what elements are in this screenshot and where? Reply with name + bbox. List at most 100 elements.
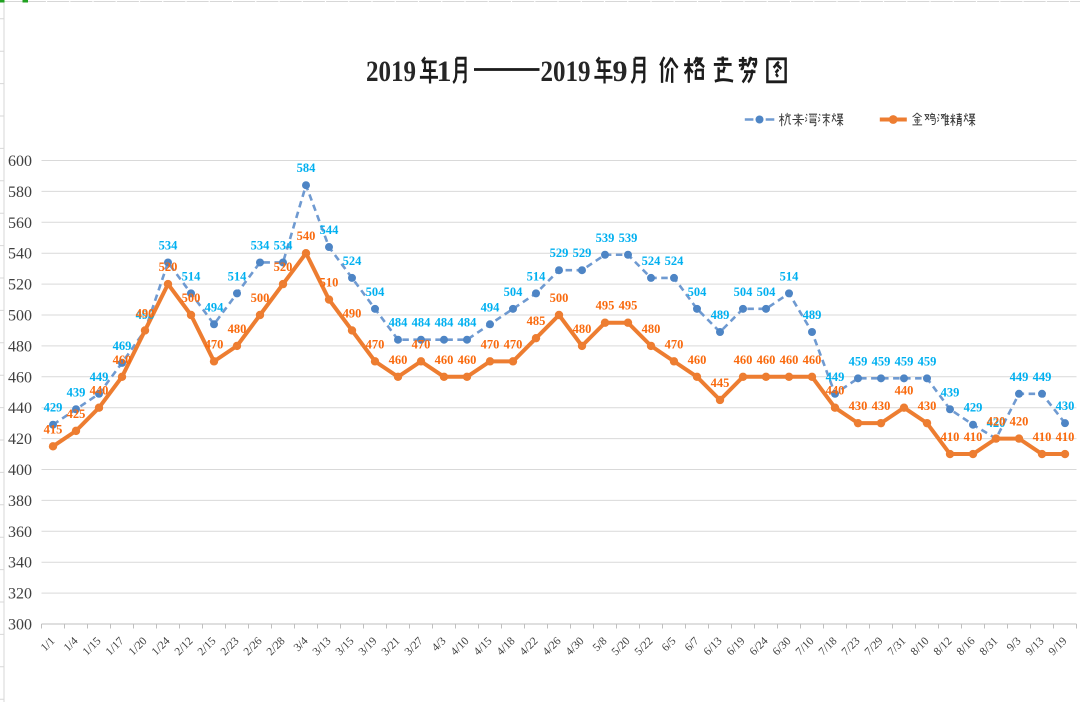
svg-text:500: 500 xyxy=(182,291,201,305)
svg-text:504: 504 xyxy=(366,285,386,299)
svg-text:459: 459 xyxy=(895,354,914,368)
svg-text:500: 500 xyxy=(550,291,569,305)
svg-text:544: 544 xyxy=(320,223,340,237)
svg-text:539: 539 xyxy=(619,231,638,245)
svg-text:430: 430 xyxy=(872,399,891,413)
svg-text:500: 500 xyxy=(251,291,270,305)
svg-text:1: 1 xyxy=(437,55,452,88)
svg-text:449: 449 xyxy=(1033,370,1052,384)
svg-text:470: 470 xyxy=(665,337,684,351)
svg-text:470: 470 xyxy=(412,337,431,351)
svg-text:520: 520 xyxy=(8,277,32,294)
svg-text:360: 360 xyxy=(8,524,32,541)
svg-text:514: 514 xyxy=(780,269,800,283)
svg-text:529: 529 xyxy=(550,246,569,260)
svg-text:2019: 2019 xyxy=(541,55,591,88)
svg-text:460: 460 xyxy=(113,353,132,367)
svg-text:420: 420 xyxy=(1010,415,1029,429)
svg-text:514: 514 xyxy=(527,269,547,283)
svg-text:460: 460 xyxy=(458,353,477,367)
svg-text:524: 524 xyxy=(665,254,685,268)
svg-text:449: 449 xyxy=(826,370,845,384)
svg-text:440: 440 xyxy=(826,384,845,398)
svg-text:415: 415 xyxy=(44,422,63,436)
svg-text:2019: 2019 xyxy=(366,55,416,88)
svg-text:410: 410 xyxy=(1056,430,1075,444)
svg-text:459: 459 xyxy=(849,354,868,368)
svg-text:460: 460 xyxy=(803,353,822,367)
svg-text:439: 439 xyxy=(67,385,86,399)
svg-text:584: 584 xyxy=(297,161,317,175)
svg-text:504: 504 xyxy=(734,285,754,299)
svg-text:494: 494 xyxy=(205,300,225,314)
svg-text:449: 449 xyxy=(1010,370,1029,384)
svg-text:420: 420 xyxy=(987,415,1006,429)
svg-text:510: 510 xyxy=(320,276,339,290)
svg-text:429: 429 xyxy=(964,401,983,415)
svg-text:494: 494 xyxy=(481,300,501,314)
svg-text:425: 425 xyxy=(67,407,86,421)
svg-text:580: 580 xyxy=(8,184,32,201)
svg-text:534: 534 xyxy=(274,238,294,252)
svg-text:440: 440 xyxy=(895,384,914,398)
svg-text:490: 490 xyxy=(136,308,155,322)
svg-text:449: 449 xyxy=(90,370,109,384)
svg-text:490: 490 xyxy=(136,306,155,320)
svg-text:484: 484 xyxy=(412,316,432,330)
svg-text:300: 300 xyxy=(8,617,32,634)
svg-text:529: 529 xyxy=(573,246,592,260)
svg-text:514: 514 xyxy=(228,269,248,283)
svg-text:460: 460 xyxy=(780,353,799,367)
svg-text:520: 520 xyxy=(159,260,178,274)
svg-text:440: 440 xyxy=(8,400,32,417)
svg-text:484: 484 xyxy=(389,316,409,330)
svg-text:524: 524 xyxy=(343,254,363,268)
svg-text:340: 340 xyxy=(8,555,32,572)
svg-text:514: 514 xyxy=(182,269,202,283)
svg-text:470: 470 xyxy=(366,337,385,351)
svg-text:429: 429 xyxy=(44,401,63,415)
svg-text:495: 495 xyxy=(619,299,638,313)
svg-text:459: 459 xyxy=(872,354,891,368)
svg-text:534: 534 xyxy=(159,238,179,252)
svg-text:410: 410 xyxy=(941,430,960,444)
svg-text:470: 470 xyxy=(481,337,500,351)
svg-text:430: 430 xyxy=(849,399,868,413)
svg-text:489: 489 xyxy=(711,308,730,322)
svg-text:320: 320 xyxy=(8,586,32,603)
svg-text:380: 380 xyxy=(8,493,32,510)
svg-text:460: 460 xyxy=(435,353,454,367)
svg-text:490: 490 xyxy=(343,306,362,320)
svg-text:539: 539 xyxy=(596,231,615,245)
svg-text:480: 480 xyxy=(8,338,32,355)
svg-text:504: 504 xyxy=(688,285,708,299)
svg-text:445: 445 xyxy=(711,376,730,390)
svg-text:410: 410 xyxy=(964,430,983,444)
svg-text:495: 495 xyxy=(596,299,615,313)
svg-text:460: 460 xyxy=(8,369,32,386)
svg-text:480: 480 xyxy=(228,322,247,336)
svg-text:504: 504 xyxy=(757,285,777,299)
svg-text:520: 520 xyxy=(274,260,293,274)
svg-text:400: 400 xyxy=(8,462,32,479)
svg-text:524: 524 xyxy=(642,254,662,268)
svg-text:600: 600 xyxy=(8,153,32,170)
svg-text:469: 469 xyxy=(113,339,132,353)
svg-text:460: 460 xyxy=(757,353,776,367)
svg-text:420: 420 xyxy=(987,416,1006,430)
svg-text:460: 460 xyxy=(389,353,408,367)
svg-text:480: 480 xyxy=(573,322,592,336)
svg-text:560: 560 xyxy=(8,215,32,232)
svg-text:470: 470 xyxy=(205,337,224,351)
svg-text:430: 430 xyxy=(918,399,937,413)
svg-text:9: 9 xyxy=(613,55,628,88)
svg-text:534: 534 xyxy=(251,238,271,252)
svg-text:540: 540 xyxy=(297,229,316,243)
svg-text:439: 439 xyxy=(941,385,960,399)
svg-text:460: 460 xyxy=(688,353,707,367)
svg-text:459: 459 xyxy=(918,354,937,368)
svg-text:500: 500 xyxy=(8,308,32,325)
svg-text:430: 430 xyxy=(1056,399,1075,413)
svg-text:410: 410 xyxy=(1033,430,1052,444)
svg-text:480: 480 xyxy=(642,322,661,336)
